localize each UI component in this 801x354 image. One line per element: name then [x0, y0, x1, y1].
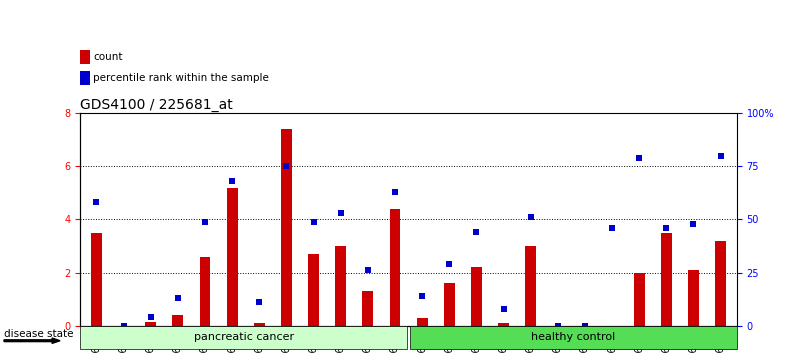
Point — [443, 261, 456, 267]
Bar — [715, 241, 726, 326]
Bar — [145, 322, 156, 326]
Point — [144, 314, 157, 320]
Bar — [199, 257, 211, 326]
Bar — [444, 283, 455, 326]
Bar — [254, 323, 264, 326]
Bar — [525, 246, 536, 326]
Point — [253, 299, 266, 305]
Point — [578, 323, 591, 329]
Point — [497, 306, 510, 312]
Bar — [308, 254, 319, 326]
Point — [606, 225, 618, 231]
Text: percentile rank within the sample: percentile rank within the sample — [93, 73, 269, 83]
Point — [334, 210, 347, 216]
Bar — [172, 315, 183, 326]
Point — [687, 221, 700, 227]
Point — [388, 189, 401, 195]
Text: GDS4100 / 225681_at: GDS4100 / 225681_at — [80, 98, 233, 112]
Bar — [336, 246, 346, 326]
Point — [633, 155, 646, 161]
Point — [361, 268, 374, 273]
Bar — [688, 270, 699, 326]
Point — [171, 295, 184, 301]
Bar — [281, 129, 292, 326]
Bar — [417, 318, 428, 326]
Bar — [91, 233, 102, 326]
Point — [199, 219, 211, 224]
Point — [226, 178, 239, 184]
Point — [524, 215, 537, 220]
Point — [280, 164, 293, 169]
Bar — [634, 273, 645, 326]
Text: disease state: disease state — [4, 329, 74, 339]
Text: healthy control: healthy control — [530, 332, 615, 342]
Point — [416, 293, 429, 299]
Point — [117, 323, 130, 329]
Point — [90, 200, 103, 205]
Bar — [471, 267, 481, 326]
Point — [660, 225, 673, 231]
Point — [551, 323, 564, 329]
Text: count: count — [93, 52, 123, 62]
Bar — [362, 291, 373, 326]
Bar — [498, 323, 509, 326]
Text: pancreatic cancer: pancreatic cancer — [195, 332, 295, 342]
Bar — [227, 188, 238, 326]
Point — [307, 219, 320, 224]
Point — [470, 229, 483, 235]
Point — [714, 153, 727, 159]
Bar — [661, 233, 672, 326]
Bar — [389, 209, 400, 326]
